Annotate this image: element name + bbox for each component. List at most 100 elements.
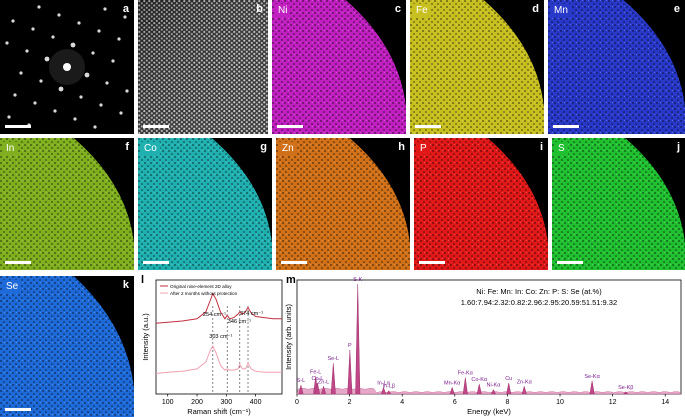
element-map-image bbox=[552, 138, 685, 270]
flake-region bbox=[0, 138, 134, 270]
flake-region bbox=[410, 0, 544, 134]
peak-label: 374 cm⁻¹ bbox=[240, 311, 263, 317]
element-label: S bbox=[555, 142, 568, 155]
diffraction-spot bbox=[25, 49, 29, 53]
diffraction-spot bbox=[70, 42, 76, 48]
peak-label: Se-Kβ bbox=[618, 385, 633, 391]
element-map-image bbox=[276, 138, 410, 270]
peak-label: P bbox=[348, 343, 352, 349]
element-label: Fe bbox=[413, 4, 431, 17]
diffraction-spot bbox=[7, 115, 11, 119]
diffraction-spot bbox=[84, 72, 90, 78]
diffraction-spot bbox=[58, 86, 64, 92]
x-tick-label: 2 bbox=[348, 399, 352, 406]
element-map-image bbox=[0, 276, 134, 417]
panel-e-map: Mn e bbox=[548, 0, 685, 134]
diffraction-spot bbox=[63, 63, 71, 71]
flake-region bbox=[138, 138, 272, 270]
diffraction-spot bbox=[117, 37, 121, 41]
diffraction-spot bbox=[91, 51, 95, 55]
diffraction-spot bbox=[99, 103, 103, 107]
eds-peak bbox=[298, 385, 304, 395]
element-label: Co bbox=[141, 142, 160, 155]
composition-values: 1.60:7.94:2.32:0.82:2.96:2.95:20.59:51.5… bbox=[461, 298, 617, 307]
flake-region bbox=[552, 138, 685, 270]
element-map-image bbox=[410, 0, 544, 134]
x-tick-label: 200 bbox=[191, 399, 203, 406]
diffraction-spot bbox=[119, 111, 123, 115]
diffraction-spot bbox=[57, 13, 61, 17]
scale-bar bbox=[5, 408, 31, 411]
eds-peak bbox=[315, 382, 321, 395]
eds-peak bbox=[355, 283, 361, 395]
scale-bar bbox=[5, 261, 31, 264]
panel-f-map: In f bbox=[0, 138, 134, 270]
element-label: Ni bbox=[275, 4, 291, 17]
scale-bar bbox=[557, 261, 583, 264]
eds-peak bbox=[490, 389, 497, 395]
element-label: Mn bbox=[551, 4, 571, 17]
legend-entry: Original nine-element 2D alloy bbox=[170, 284, 232, 289]
y-axis-label: Intensity (a.u.) bbox=[141, 313, 150, 361]
peak-label: In-Lα bbox=[377, 380, 390, 386]
element-map-image bbox=[0, 138, 134, 270]
peak-label: 346 cm⁻¹ bbox=[228, 319, 251, 325]
element-map-image bbox=[272, 0, 406, 134]
diffraction-spot bbox=[44, 56, 50, 62]
diffraction-spot bbox=[39, 79, 43, 83]
peak-label: Co-Kα bbox=[471, 377, 488, 383]
element-map-image bbox=[414, 138, 548, 270]
panel-l-raman: Original nine-element 2D alloy After 2 mo… bbox=[138, 272, 286, 417]
legend-entry: After 2 months without protection bbox=[170, 291, 238, 296]
peak-label: In-Lβ bbox=[382, 384, 395, 390]
x-tick-label: 100 bbox=[162, 399, 174, 406]
diffraction-spot bbox=[77, 21, 81, 25]
peak-label: Se-L bbox=[327, 356, 339, 362]
panel-letter: d bbox=[532, 3, 539, 15]
x-tick-label: 6 bbox=[453, 399, 457, 406]
element-label: Zn bbox=[279, 142, 297, 155]
eds-peak bbox=[506, 382, 512, 395]
eds-peak bbox=[347, 349, 353, 395]
eds-peak bbox=[321, 385, 327, 395]
eds-peak bbox=[380, 386, 387, 395]
peak-label: S-L bbox=[297, 378, 306, 384]
panel-letter: e bbox=[673, 3, 680, 15]
diffraction-spot bbox=[103, 7, 107, 11]
x-tick-label: 400 bbox=[250, 399, 262, 406]
panel-m-eds: S-L Fe-L Co-L Zn-L Se-L P S-K In-Lα In-Lβ Mn-Kα Fe… bbox=[283, 272, 685, 417]
peak-label: Se-Kα bbox=[584, 374, 600, 380]
peak-label: Ni-Kα bbox=[487, 383, 502, 389]
scale-bar bbox=[143, 125, 169, 128]
raman-chart: Original nine-element 2D alloy After 2 mo… bbox=[141, 279, 283, 416]
spectrum-background bbox=[296, 388, 682, 395]
x-tick-label: 0 bbox=[295, 399, 299, 406]
x-tick-label: 12 bbox=[609, 399, 617, 406]
panel-d-map: Fe d bbox=[410, 0, 544, 134]
eds-peak bbox=[589, 380, 595, 395]
diffraction-spot bbox=[79, 95, 83, 99]
panel-letter: k bbox=[122, 279, 129, 291]
peak-label: Zn-Kα bbox=[517, 379, 533, 385]
panel-letter: f bbox=[125, 141, 129, 153]
element-label: P bbox=[417, 142, 430, 155]
diffraction-spot bbox=[37, 5, 41, 9]
atomic-lattice-image bbox=[138, 0, 268, 134]
diffraction-spot bbox=[125, 89, 129, 93]
x-tick-label: 10 bbox=[556, 399, 564, 406]
x-axis-label: Raman shift (cm⁻¹) bbox=[187, 407, 251, 416]
scale-bar bbox=[277, 125, 303, 128]
panel-letter: c bbox=[394, 3, 401, 15]
raman-series-line bbox=[155, 292, 282, 324]
peak-label: S-K bbox=[353, 277, 363, 283]
panel-letter: m bbox=[286, 274, 296, 286]
peak-label: Fe-Kα bbox=[458, 371, 474, 377]
diffraction-spot bbox=[93, 125, 97, 129]
element-label: Se bbox=[3, 280, 22, 293]
eds-peak bbox=[476, 384, 482, 395]
plot-frame bbox=[155, 279, 283, 395]
peak-label: Mn-Kα bbox=[444, 380, 461, 386]
